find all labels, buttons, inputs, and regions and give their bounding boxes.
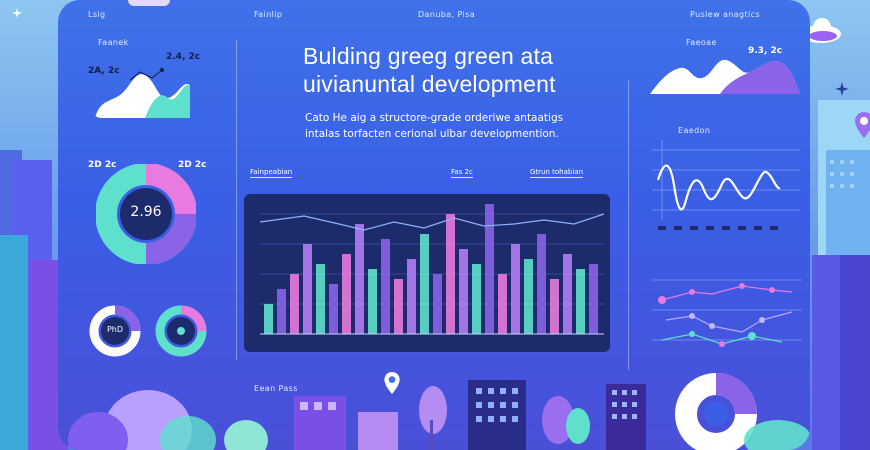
- tab-chart-2[interactable]: Fas 2c: [451, 168, 473, 178]
- tab-chart-1[interactable]: Fainpeabian: [250, 168, 293, 178]
- small-donut-phd: PhD: [88, 304, 142, 358]
- left-card-value-a: 2.4, 2c: [166, 52, 201, 62]
- page-title: Bulding greeg green ata uivianuntal deve…: [303, 42, 663, 98]
- top-label-3: Danuba, Pisa: [418, 10, 476, 19]
- donut-value-right: 2D 2c: [178, 160, 207, 170]
- right-card-label: Faeoae: [686, 38, 717, 47]
- right-line-chart: [652, 140, 800, 232]
- bar: [394, 279, 403, 334]
- left-area-card: [90, 60, 208, 118]
- bar: [485, 204, 494, 334]
- dashboard-frame: Lsig Fainlip Danuba, Pisa Puslew anagtic…: [58, 0, 810, 450]
- bar: [550, 279, 559, 334]
- bar: [472, 264, 481, 334]
- bar: [433, 274, 442, 334]
- left-card-label: Faanek: [98, 38, 129, 47]
- bar: [511, 244, 520, 334]
- left-card-value-b: 2A, 2c: [88, 66, 120, 76]
- sparkle-icon: [835, 82, 849, 96]
- tab-chart-3[interactable]: Gtrun tohabian: [530, 168, 584, 178]
- bar: [368, 269, 377, 334]
- bar: [576, 269, 585, 334]
- divider: [628, 80, 629, 370]
- donut-center-value: 2.96: [130, 204, 162, 220]
- bar: [589, 264, 598, 334]
- bar: [459, 249, 468, 334]
- bar: [290, 274, 299, 334]
- location-pin-icon: [855, 112, 870, 138]
- donut-value-left: 2D 2c: [88, 160, 117, 170]
- page-title-line-1: Bulding greeg green ata: [303, 43, 554, 69]
- bar: [407, 259, 416, 334]
- top-tab[interactable]: [128, 0, 170, 6]
- bar: [524, 259, 533, 334]
- bar: [277, 289, 286, 334]
- location-pin-icon: [384, 372, 400, 394]
- bar: [381, 239, 390, 334]
- cloud-icon: [798, 14, 844, 44]
- page-subtitle-line-1: Cato He aig a structore-grade orderiwe a…: [305, 112, 564, 124]
- page-subtitle-line-2: intalas torfacten cerional ulbar develop…: [305, 128, 559, 140]
- page-subtitle: Cato He aig a structore-grade orderiwe a…: [305, 110, 650, 142]
- bar: [446, 214, 455, 334]
- bar: [303, 244, 312, 334]
- right-area-card: [650, 50, 800, 94]
- main-donut-chart: 2.96: [96, 164, 196, 264]
- top-label-2: Fainlip: [254, 10, 283, 19]
- right-line-chart-label: Eaedon: [678, 126, 711, 135]
- sparkle-icon: [12, 8, 22, 18]
- right-card-value: 9.3, 2c: [748, 46, 783, 56]
- bar: [498, 274, 507, 334]
- center-footer-label: Eean Pass: [254, 384, 298, 393]
- bar: [264, 304, 273, 334]
- bar: [537, 234, 546, 334]
- page-title-line-2: uivianuntal development: [303, 71, 556, 97]
- small-donut-label: PhD: [106, 325, 124, 334]
- bar: [316, 264, 325, 334]
- center-bar-chart: [244, 194, 610, 352]
- bar: [563, 254, 572, 334]
- bottom-donut-chart: [674, 372, 758, 450]
- bar: [329, 284, 338, 334]
- bar: [420, 234, 429, 334]
- top-label-1: Lsig: [88, 10, 106, 19]
- bottom-cityscape: [58, 360, 810, 450]
- right-scatter-chart: [652, 270, 802, 360]
- bar: [342, 254, 351, 334]
- bar: [355, 224, 364, 334]
- small-donut-teal: [154, 304, 208, 358]
- top-label-4: Puslew anagtics: [690, 10, 761, 19]
- divider: [236, 40, 237, 360]
